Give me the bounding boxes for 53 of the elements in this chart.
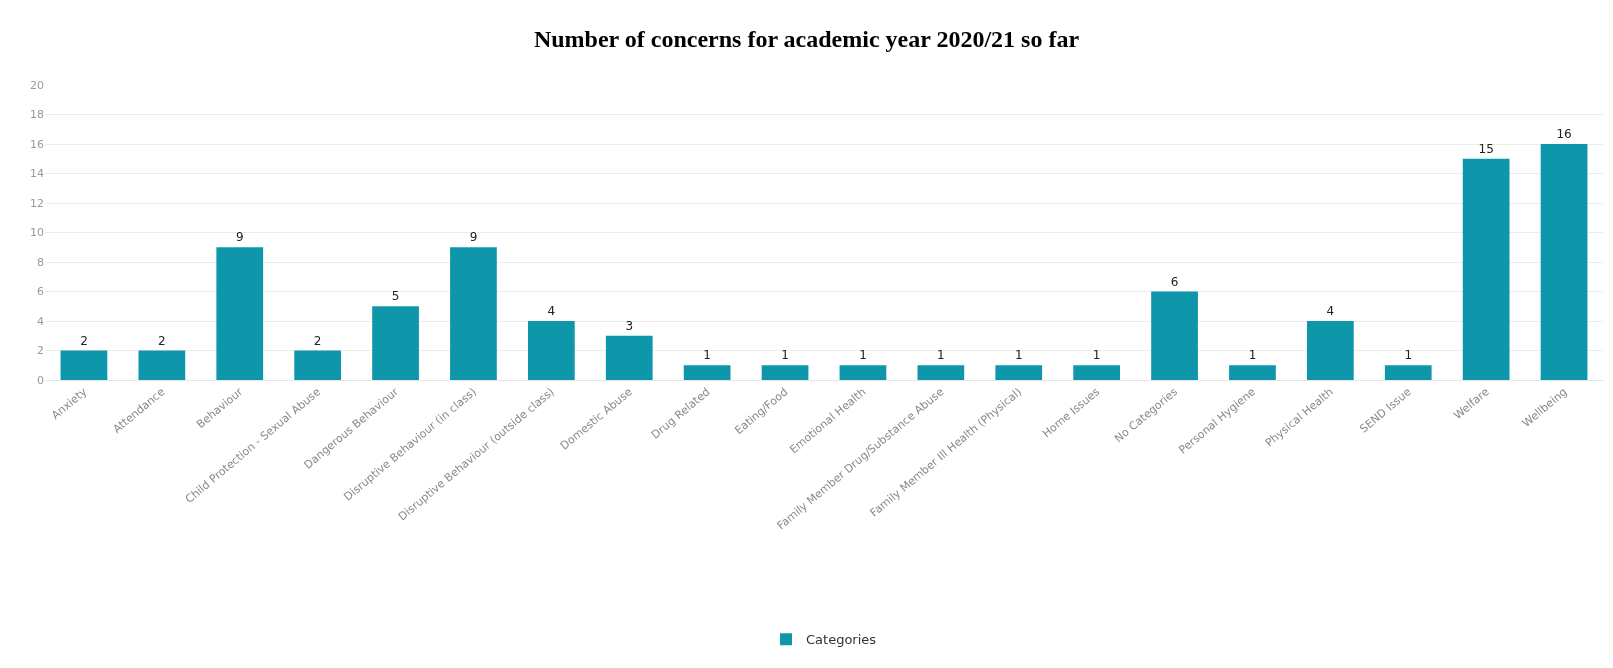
- y-tick-label: 12: [30, 196, 44, 210]
- y-tick-label: 0: [37, 373, 44, 387]
- y-tick-label: 6: [37, 285, 44, 299]
- bar: [1384, 365, 1432, 380]
- data-label: 1: [1404, 348, 1413, 363]
- data-label: 5: [391, 289, 400, 304]
- data-label: 2: [313, 333, 322, 348]
- data-label: 1: [781, 348, 789, 363]
- bar: [1540, 144, 1588, 380]
- data-label: 1: [1248, 348, 1257, 363]
- bar: [372, 306, 419, 380]
- bar: [683, 365, 731, 380]
- data-label: 1: [1014, 348, 1023, 363]
- bar: [1073, 365, 1121, 380]
- y-tick-label: 14: [30, 167, 44, 181]
- legend-label: Categories: [806, 632, 877, 648]
- bar: [1306, 321, 1354, 380]
- bar: [60, 350, 108, 380]
- bar: [527, 321, 575, 380]
- data-label: 2: [158, 333, 166, 348]
- y-tick-label: 16: [30, 137, 44, 151]
- data-label: 1: [859, 348, 867, 363]
- bar: [1462, 158, 1510, 380]
- bar: [917, 365, 965, 380]
- y-tick-label: 10: [30, 226, 44, 240]
- y-tick-label: 18: [30, 108, 44, 122]
- data-label: 1: [1092, 348, 1101, 363]
- bar: [995, 365, 1043, 380]
- bar: [294, 350, 342, 380]
- y-tick-label: 4: [37, 314, 44, 328]
- bar: [761, 365, 809, 380]
- bar: [138, 350, 186, 380]
- data-label: 6: [1170, 274, 1179, 289]
- data-label: 3: [625, 318, 634, 333]
- data-label: 1: [703, 348, 711, 363]
- bar: [450, 247, 497, 380]
- bar: [605, 335, 653, 380]
- bar: [216, 247, 264, 380]
- data-label: 9: [235, 230, 244, 245]
- data-label: 2: [80, 333, 88, 348]
- data-label: 1: [937, 348, 945, 363]
- y-tick-label: 2: [37, 344, 44, 358]
- data-label: 4: [1326, 304, 1335, 318]
- bar: [1151, 291, 1198, 380]
- bar: [839, 365, 887, 380]
- y-tick-label: 20: [30, 78, 44, 92]
- data-label: 15: [1478, 141, 1494, 156]
- chart-title: Number of concerns for academic year 2020/21 so far: [533, 25, 1080, 52]
- data-label: 9: [469, 230, 478, 245]
- bar: [1229, 365, 1276, 380]
- data-label: 4: [547, 304, 556, 318]
- y-tick-label: 8: [37, 255, 44, 269]
- data-label: 16: [1556, 127, 1572, 141]
